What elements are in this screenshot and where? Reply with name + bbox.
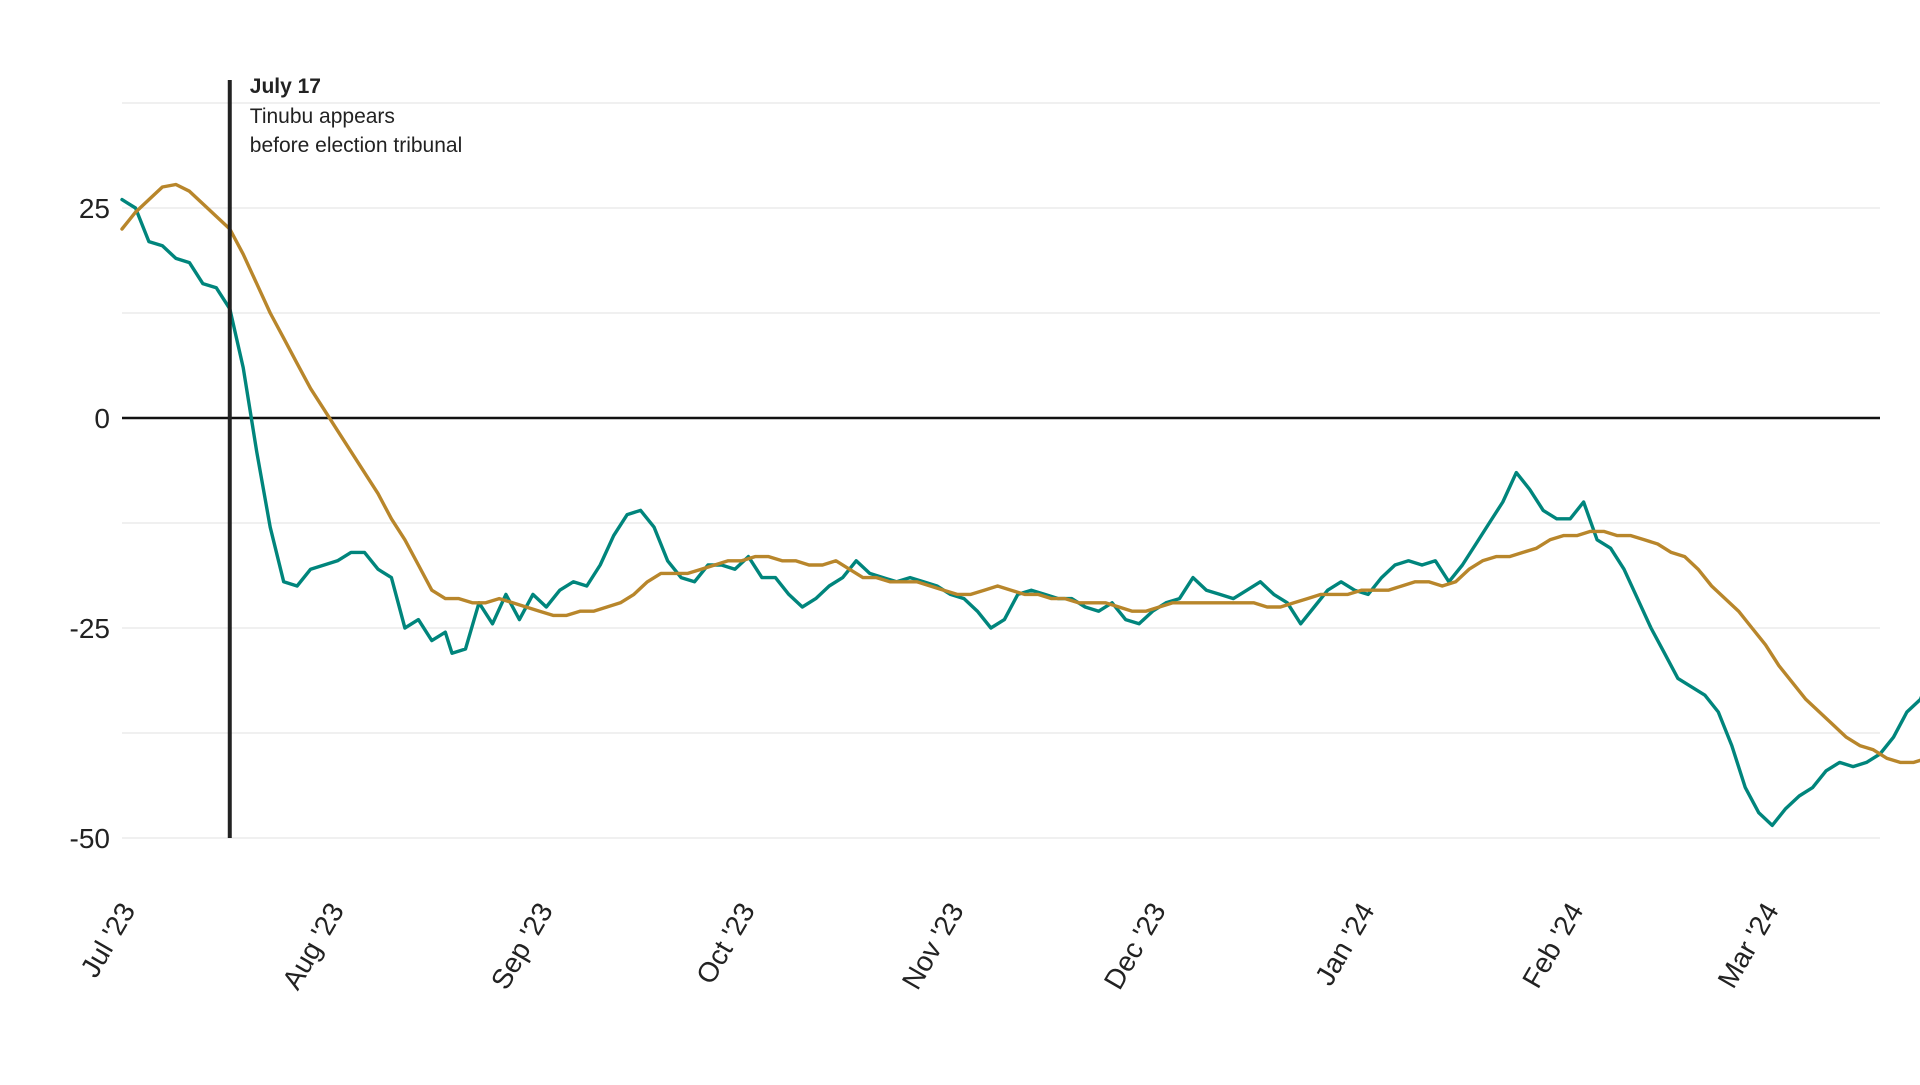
y-tick-label: -25: [70, 613, 110, 644]
annotation: July 17 Tinubu appears before election t…: [227, 75, 462, 838]
x-axis-ticks: Jul '23 Aug '23 Sep '23 Oct '23 Nov '23 Dec '…: [74, 898, 1784, 995]
x-tick-label: Aug '23: [276, 898, 350, 995]
y-axis-ticks: 25 0 -25 -50: [70, 193, 110, 854]
x-tick-label: Feb '24: [1516, 898, 1589, 994]
x-tick-label: Oct '23: [690, 898, 761, 990]
annotation-text-line-1: Tinubu appears: [250, 105, 395, 128]
x-tick-label: Mar '24: [1712, 898, 1785, 994]
annotation-title: July 17: [250, 75, 321, 98]
series-lines: [120, 182, 1920, 828]
x-tick-label: Nov '23: [896, 898, 970, 995]
y-tick-label: -50: [70, 823, 110, 854]
series-line-1: [120, 197, 1920, 828]
x-tick-label: Sep '23: [485, 898, 559, 995]
series-line-2: [120, 182, 1920, 765]
y-tick-label: 25: [79, 193, 110, 224]
y-tick-label: 0: [94, 403, 110, 434]
x-tick-label: Jan '24: [1309, 898, 1381, 991]
x-tick-label: Dec '23: [1098, 898, 1172, 995]
annotation-text-line-2: before election tribunal: [250, 134, 462, 157]
gridlines: [122, 102, 1880, 839]
x-tick-label: Jul '23: [74, 898, 141, 983]
